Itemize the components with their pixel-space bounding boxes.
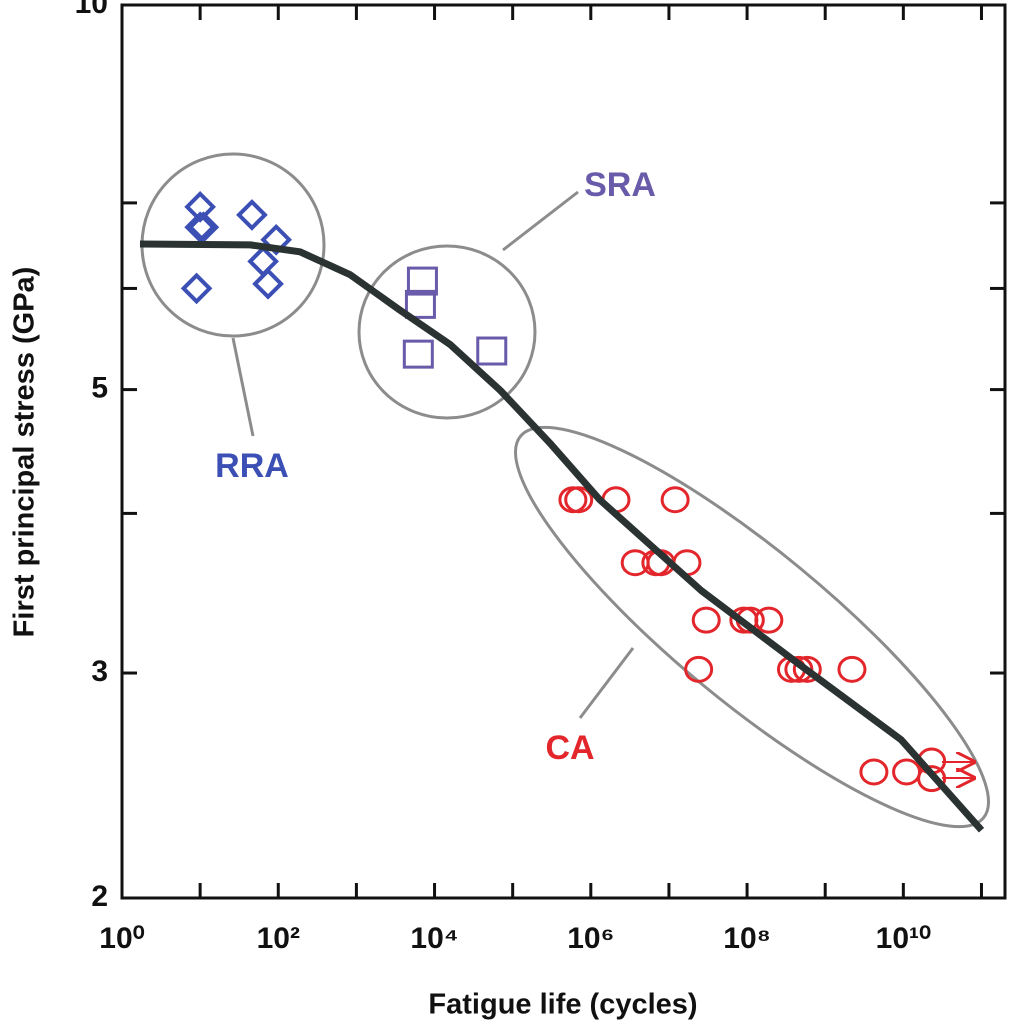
diamond-point bbox=[184, 211, 216, 244]
fit-curve bbox=[139, 240, 985, 833]
diamond-point bbox=[187, 211, 220, 244]
x-tick-label: 10⁰ bbox=[99, 922, 144, 955]
circle-point bbox=[558, 486, 588, 514]
diamond-point bbox=[236, 199, 268, 231]
x-axis-label: Fatigue life (cycles) bbox=[428, 989, 697, 1021]
diamond-point bbox=[260, 223, 292, 256]
circle-point bbox=[917, 765, 947, 793]
circle-point bbox=[684, 655, 714, 683]
square-point bbox=[406, 266, 438, 296]
circle-point bbox=[792, 655, 822, 683]
x-tick-label: 10¹⁰ bbox=[876, 922, 931, 955]
circle-point bbox=[691, 606, 721, 634]
x-tick-label: 10⁸ bbox=[723, 922, 771, 955]
sra-circle bbox=[357, 244, 537, 420]
y-tick-label: 10 bbox=[75, 0, 108, 20]
leader-line bbox=[578, 647, 635, 719]
leader-line bbox=[231, 337, 255, 437]
square-point bbox=[402, 339, 434, 369]
circle-point bbox=[837, 655, 867, 683]
square-point bbox=[404, 289, 436, 319]
circle-point bbox=[564, 486, 594, 514]
y-tick-label: 2 bbox=[91, 880, 108, 913]
diamond-point bbox=[252, 267, 284, 300]
annotation-label: CA bbox=[545, 729, 594, 767]
y-axis-label: First principal stress (GPa) bbox=[9, 267, 41, 638]
y-tick-label: 3 bbox=[91, 655, 108, 688]
diamond-point bbox=[247, 245, 279, 278]
circle-point bbox=[660, 486, 690, 514]
square-point bbox=[476, 336, 508, 366]
leader-line bbox=[502, 190, 579, 252]
circle-point bbox=[859, 758, 889, 786]
y-tick-label: 5 bbox=[91, 372, 108, 405]
circle-point bbox=[892, 758, 922, 786]
circle-point bbox=[754, 606, 784, 634]
diamond-point bbox=[180, 272, 213, 305]
annotation-label: SRA bbox=[584, 166, 656, 204]
x-tick-label: 10⁴ bbox=[410, 922, 458, 955]
x-tick-label: 10² bbox=[257, 922, 300, 955]
x-tick-label: 10⁶ bbox=[567, 922, 614, 955]
ca-ellipse bbox=[514, 425, 990, 829]
plot-frame bbox=[120, 3, 1007, 900]
runout-arrows bbox=[942, 762, 974, 778]
circle-point bbox=[784, 655, 814, 683]
annotation-label: RRA bbox=[215, 447, 289, 485]
annotation-shapes bbox=[140, 152, 990, 829]
